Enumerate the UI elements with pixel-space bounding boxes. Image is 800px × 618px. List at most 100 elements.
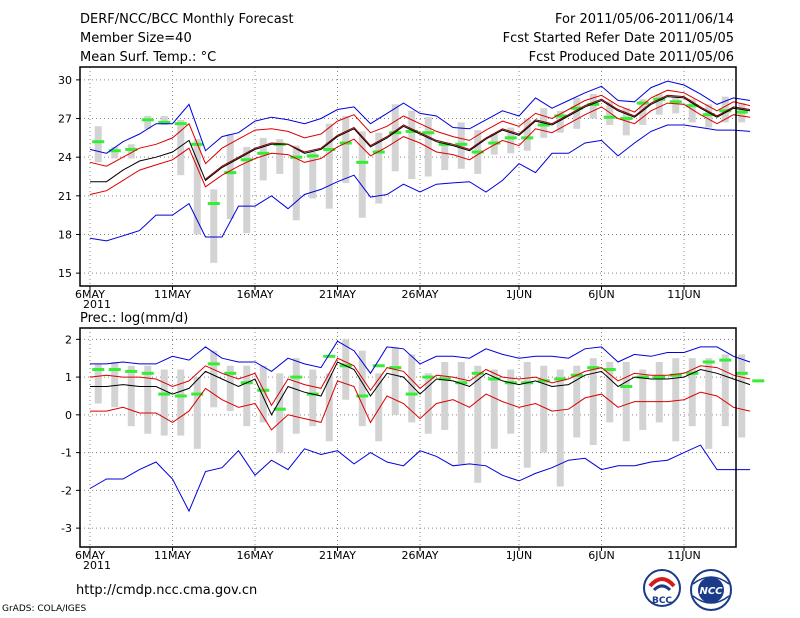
- temp-range-box: [144, 115, 152, 129]
- temp-range-box: [375, 132, 383, 204]
- prec-green-mark: [752, 379, 765, 383]
- prec-range-box: [424, 373, 432, 434]
- temp-green-mark: [240, 158, 253, 162]
- prec-range-box: [573, 365, 581, 438]
- temp-range-box: [556, 110, 564, 133]
- temp-range-box: [408, 110, 416, 180]
- temp-green-mark: [422, 131, 435, 135]
- prec-green-mark: [702, 360, 715, 364]
- prec-green-mark: [735, 371, 748, 375]
- prec-ytick-label: 1: [65, 371, 72, 384]
- prec-green-mark: [125, 369, 138, 373]
- temp-range-box: [243, 146, 251, 234]
- temp-ytick-label: 27: [58, 113, 72, 126]
- prec-range-box: [111, 361, 119, 408]
- prec-range-box: [177, 369, 185, 436]
- temp-green-mark: [158, 120, 171, 124]
- prec-range-box: [127, 365, 135, 427]
- forecast-produced: Fcst Produced Date 2011/05/06: [528, 50, 734, 65]
- grads-credit: GrADS: COLA/IGES: [2, 604, 87, 614]
- prec-range-box: [441, 361, 449, 430]
- temp-green-mark: [257, 151, 270, 155]
- prec-range-box: [342, 339, 350, 400]
- temp-xtick-label: 21MAY: [319, 288, 356, 301]
- temp-line-blue-upper: [89, 80, 751, 154]
- prec-range-box: [391, 346, 399, 415]
- prec-line-red-upper: [89, 357, 751, 407]
- temp-range-box: [210, 189, 218, 263]
- prec-green-mark: [273, 407, 286, 411]
- prec-range-box: [375, 373, 383, 442]
- footer-url[interactable]: http://cmdp.ncc.cma.gov.cn: [76, 583, 258, 598]
- prec-xtick-label: 21MAY: [319, 549, 356, 562]
- prec-plot-frame: [79, 327, 737, 548]
- temp-ytick-label: 15: [58, 267, 72, 280]
- prec-green-mark: [141, 371, 154, 375]
- temp-range-box: [94, 126, 102, 163]
- prec-green-mark: [636, 375, 649, 379]
- temp-range-box: [111, 146, 119, 159]
- temp-green-mark: [224, 171, 237, 175]
- prec-range-box: [474, 365, 482, 483]
- prec-range-box: [688, 358, 696, 427]
- temp-line-dark-red: [205, 94, 751, 180]
- temp-green-mark: [702, 113, 715, 117]
- prec-range-box: [523, 361, 531, 468]
- temp-green-mark: [306, 154, 319, 158]
- prec-xtick-label: 11MAY: [154, 549, 191, 562]
- prec-range-box: [259, 365, 267, 423]
- prec-range-box: [540, 365, 548, 453]
- prec-xtick-label: 16MAY: [237, 549, 274, 562]
- ncc-logo: NCC: [690, 569, 732, 611]
- temp-range-box: [424, 117, 432, 177]
- temp-range-box: [507, 127, 515, 154]
- prec-range-box: [210, 350, 218, 408]
- prec-line-blue-upper: [90, 340, 751, 375]
- prec-green-mark: [537, 379, 550, 383]
- prec-green-mark: [372, 364, 385, 368]
- temp-green-mark: [620, 117, 633, 121]
- prec-green-mark: [207, 362, 220, 366]
- prec-range-box: [655, 361, 663, 423]
- prec-xtick-label: 1JUN: [506, 549, 533, 562]
- prec-green-mark: [356, 394, 369, 398]
- temp-green-mark: [735, 110, 748, 114]
- temp-green-mark: [92, 140, 105, 144]
- prec-green-mark: [719, 358, 732, 362]
- prec-range-box: [738, 354, 746, 438]
- temp-xtick-label: 6JUN: [588, 288, 615, 301]
- temp-range-box: [276, 139, 284, 174]
- temp-green-mark: [125, 147, 138, 151]
- prec-green-mark: [455, 381, 468, 385]
- prec-green-mark: [323, 354, 336, 358]
- temp-range-box: [325, 123, 333, 209]
- temp-ytick-label: 21: [58, 190, 72, 203]
- temp-green-mark: [471, 150, 484, 154]
- prec-range-box: [325, 373, 333, 442]
- temp-range-box: [342, 115, 350, 183]
- temp-line-black: [90, 96, 751, 183]
- temp-green-mark: [669, 100, 682, 104]
- forecast-started: Fcst Started Refer Date 2011/05/05: [502, 31, 734, 46]
- temp-xtick-label: 6MAY: [75, 288, 105, 301]
- prec-range-box: [490, 369, 498, 449]
- prec-ytick-label: -1: [61, 447, 72, 460]
- temp-year-label: 2011: [83, 298, 111, 311]
- prec-range-box: [705, 358, 713, 449]
- temp-range-box: [226, 133, 234, 220]
- prec-green-mark: [405, 392, 418, 396]
- chart-title: DERF/NCC/BCC Monthly Forecast: [80, 12, 294, 27]
- prec-range-box: [309, 369, 317, 427]
- temp-green-mark: [488, 141, 501, 145]
- forecast-period: For 2011/05/06-2011/06/14: [555, 12, 734, 27]
- temp-range-box: [655, 94, 663, 115]
- temp-range-box: [160, 115, 168, 125]
- temp-xtick-label: 16MAY: [237, 288, 274, 301]
- prec-range-box: [672, 358, 680, 442]
- prec-range-box: [243, 365, 251, 427]
- temp-green-mark: [356, 160, 369, 164]
- temp-range-box: [358, 131, 366, 218]
- temp-green-mark: [587, 102, 600, 106]
- prec-green-mark: [620, 385, 633, 389]
- prec-range-box: [622, 361, 630, 442]
